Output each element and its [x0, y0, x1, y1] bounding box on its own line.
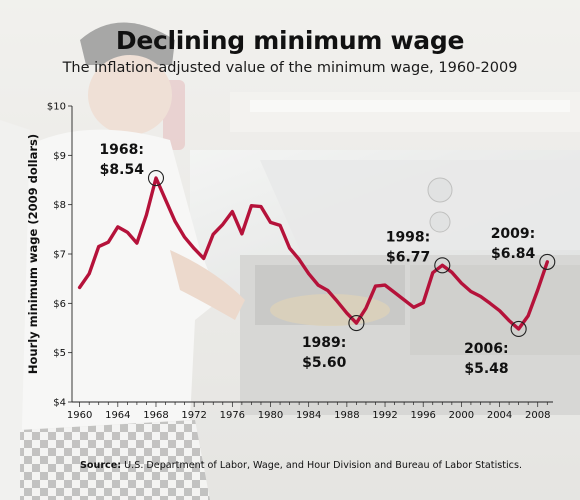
annotation-marker [434, 257, 451, 274]
x-tick-label: 1988 [334, 410, 359, 421]
annotation-value: $6.77 [386, 249, 430, 265]
x-tick-label: 1960 [67, 410, 92, 421]
y-tick-label: $8 [53, 200, 66, 211]
annotation-year: 1998: [386, 229, 431, 245]
source-note: Source: U.S. Department of Labor, Wage, … [80, 460, 570, 471]
chart-title: Declining minimum wage [115, 26, 465, 55]
x-tick-label: 1972 [181, 410, 206, 421]
annotation-value: $6.84 [491, 246, 536, 262]
y-tick-label: $7 [53, 250, 66, 261]
axes: $4 $5 $6 $7 $8 $9 $10 1960 1964 1968 1972 1976 1980 1… [26, 102, 553, 421]
annotation-year: 1968: [99, 142, 144, 158]
chart-subtitle: The inflation-adjusted value of the mini… [62, 60, 518, 76]
y-axis-title: Hourly minimum wage (2009 dollars) [26, 134, 40, 374]
x-tick-label: 1996 [410, 410, 435, 421]
x-tick-label: 2008 [525, 410, 550, 421]
series-line [77, 176, 549, 331]
annotation-marker [147, 169, 165, 187]
annotation-value: $8.54 [100, 162, 145, 178]
y-tick-label: $10 [47, 102, 66, 113]
x-tick-label: 1984 [296, 410, 321, 421]
annotation-marker [510, 320, 527, 338]
y-tick-label: $4 [53, 398, 66, 409]
annotation-value: $5.60 [302, 355, 347, 371]
y-tick-label: $6 [53, 299, 66, 310]
source-label: Source: [80, 460, 122, 471]
x-tick-label: 1980 [258, 410, 283, 421]
x-tick-label: 2004 [487, 410, 512, 421]
annotation-year: 1989: [302, 335, 347, 351]
annotations-layer: 1968: $8.54 1989: $5.60 1998: $6.77 2006: $5.48… [99, 142, 556, 377]
y-tick-label: $9 [53, 151, 66, 162]
annotation-marker [539, 253, 556, 270]
y-tick-label: $5 [53, 348, 66, 359]
x-tick-label: 1964 [105, 410, 130, 421]
x-tick-label: 2000 [449, 410, 474, 421]
x-tick-label: 1968 [143, 410, 168, 421]
x-tick-label: 1992 [372, 410, 397, 421]
annotation-year: 2006: [464, 341, 509, 357]
annotation-year: 2009: [491, 226, 536, 242]
x-tick-label: 1976 [220, 410, 245, 421]
source-text: U.S. Department of Labor, Wage, and Hour… [124, 460, 522, 471]
annotation-value: $5.48 [464, 361, 508, 377]
series-layer [77, 176, 549, 331]
annotation-marker [348, 315, 365, 332]
